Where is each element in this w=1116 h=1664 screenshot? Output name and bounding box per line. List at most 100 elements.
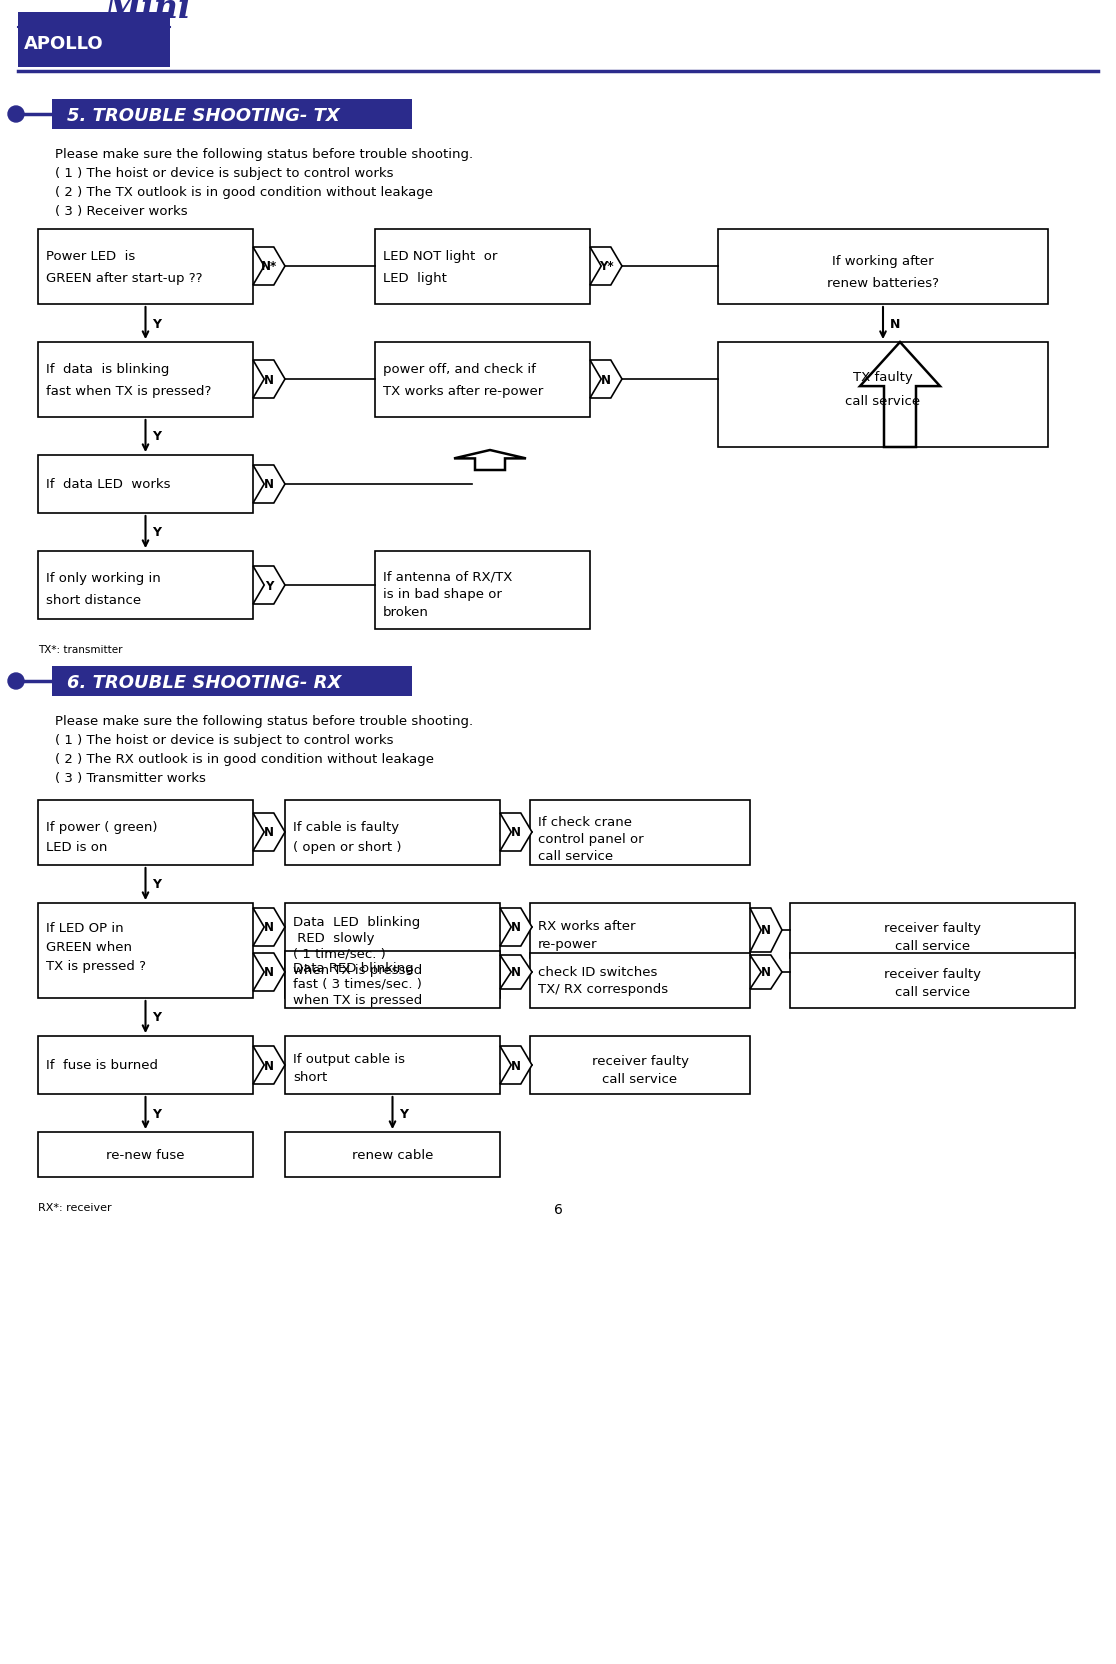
Text: Data RED blinking: Data RED blinking — [294, 962, 414, 975]
Polygon shape — [253, 814, 285, 852]
Text: Data  LED  blinking: Data LED blinking — [294, 915, 421, 929]
Text: N: N — [264, 920, 275, 934]
Bar — [285, 800, 500, 865]
Text: call service: call service — [895, 985, 970, 998]
Bar — [530, 1037, 750, 1095]
Text: N: N — [264, 373, 275, 386]
Polygon shape — [590, 361, 622, 399]
Text: Please make sure the following status before trouble shooting.: Please make sure the following status be… — [55, 714, 473, 727]
Text: N: N — [511, 825, 521, 839]
Bar — [52, 667, 412, 697]
Polygon shape — [500, 955, 532, 990]
Text: call service: call service — [846, 394, 921, 408]
Text: TX*: transmitter: TX*: transmitter — [38, 644, 123, 654]
Text: N*: N* — [261, 260, 277, 273]
Polygon shape — [253, 953, 285, 992]
Text: If cable is faulty: If cable is faulty — [294, 820, 400, 834]
Text: ( 1 ) The hoist or device is subject to control works: ( 1 ) The hoist or device is subject to … — [55, 734, 394, 747]
Text: Y: Y — [264, 579, 273, 592]
Text: If LED OP in: If LED OP in — [46, 922, 124, 935]
Text: power off, and check if: power off, and check if — [383, 363, 536, 376]
Bar — [530, 904, 750, 958]
Polygon shape — [500, 909, 532, 947]
Text: ( 2 ) The RX outlook is in good condition without leakage: ( 2 ) The RX outlook is in good conditio… — [55, 752, 434, 765]
Text: If output cable is: If output cable is — [294, 1052, 405, 1065]
Text: call service: call service — [538, 850, 613, 862]
Polygon shape — [750, 955, 782, 990]
Text: Please make sure the following status before trouble shooting.: Please make sure the following status be… — [55, 148, 473, 161]
Circle shape — [8, 674, 25, 689]
Text: receiver faulty: receiver faulty — [591, 1055, 689, 1067]
Text: call service: call service — [603, 1072, 677, 1085]
Text: Power LED  is: Power LED is — [46, 250, 135, 263]
Text: receiver faulty: receiver faulty — [884, 922, 981, 935]
Text: N: N — [511, 965, 521, 978]
Text: ( 3 ) Transmitter works: ( 3 ) Transmitter works — [55, 772, 205, 784]
Bar — [285, 904, 500, 998]
Text: If  fuse is burned: If fuse is burned — [46, 1058, 158, 1072]
Text: Y*: Y* — [598, 260, 614, 273]
Text: TX is pressed ?: TX is pressed ? — [46, 960, 146, 972]
Text: when TX is pressed: when TX is pressed — [294, 963, 422, 977]
Bar — [38, 230, 253, 305]
Text: LED  light: LED light — [383, 271, 446, 285]
Bar — [38, 456, 253, 514]
Text: GREEN after start-up ??: GREEN after start-up ?? — [46, 271, 202, 285]
Polygon shape — [253, 466, 285, 504]
Polygon shape — [500, 814, 532, 852]
Text: If  data  is blinking: If data is blinking — [46, 363, 170, 376]
Polygon shape — [590, 248, 622, 286]
Text: Y: Y — [153, 318, 162, 329]
Text: If working after: If working after — [833, 255, 934, 268]
Text: TX/ RX corresponds: TX/ RX corresponds — [538, 982, 668, 995]
Bar — [38, 1132, 253, 1178]
Polygon shape — [500, 1047, 532, 1085]
Text: ( 1 ) The hoist or device is subject to control works: ( 1 ) The hoist or device is subject to … — [55, 166, 394, 180]
Text: N: N — [761, 924, 771, 937]
Text: ( 2 ) The TX outlook is in good condition without leakage: ( 2 ) The TX outlook is in good conditio… — [55, 186, 433, 200]
Text: Y: Y — [153, 1107, 162, 1120]
Text: TX faulty: TX faulty — [853, 371, 913, 384]
Text: If  data LED  works: If data LED works — [46, 478, 171, 491]
Text: 6: 6 — [554, 1203, 562, 1216]
Text: ( 1 time/sec. ): ( 1 time/sec. ) — [294, 947, 386, 960]
Text: when TX is pressed: when TX is pressed — [294, 993, 422, 1007]
Bar — [285, 1037, 500, 1095]
Text: GREEN when: GREEN when — [46, 940, 132, 953]
Text: N: N — [511, 1058, 521, 1072]
Text: RX*: receiver: RX*: receiver — [38, 1203, 112, 1213]
Text: control panel or: control panel or — [538, 832, 644, 845]
Text: call service: call service — [895, 940, 970, 952]
Text: Y: Y — [400, 1107, 408, 1120]
Bar — [375, 230, 590, 305]
Polygon shape — [253, 909, 285, 947]
Text: re-new fuse: re-new fuse — [106, 1148, 185, 1161]
Polygon shape — [253, 1047, 285, 1085]
Bar — [38, 552, 253, 619]
Text: check ID switches: check ID switches — [538, 965, 657, 978]
Text: renew cable: renew cable — [352, 1148, 433, 1161]
Text: If power ( green): If power ( green) — [46, 820, 157, 834]
Bar — [18, 13, 170, 68]
Bar — [38, 1037, 253, 1095]
Bar — [285, 1132, 500, 1178]
Circle shape — [8, 106, 25, 123]
Bar — [375, 552, 590, 629]
Text: fast ( 3 times/sec. ): fast ( 3 times/sec. ) — [294, 977, 422, 990]
Text: is in bad shape or: is in bad shape or — [383, 587, 502, 601]
Text: If only working in: If only working in — [46, 572, 161, 584]
Bar — [718, 230, 1048, 305]
Polygon shape — [253, 567, 285, 604]
Polygon shape — [253, 248, 285, 286]
Text: TX works after re-power: TX works after re-power — [383, 384, 543, 398]
Text: renew batteries?: renew batteries? — [827, 276, 939, 290]
Polygon shape — [454, 451, 526, 471]
Text: fast when TX is pressed?: fast when TX is pressed? — [46, 384, 211, 398]
Text: N: N — [511, 920, 521, 934]
Text: 5. TROUBLE SHOOTING- TX: 5. TROUBLE SHOOTING- TX — [67, 106, 339, 125]
Text: N: N — [889, 318, 901, 329]
Text: If check crane: If check crane — [538, 815, 632, 829]
Bar — [790, 953, 1075, 1008]
Polygon shape — [860, 343, 940, 448]
Text: re-power: re-power — [538, 937, 597, 950]
